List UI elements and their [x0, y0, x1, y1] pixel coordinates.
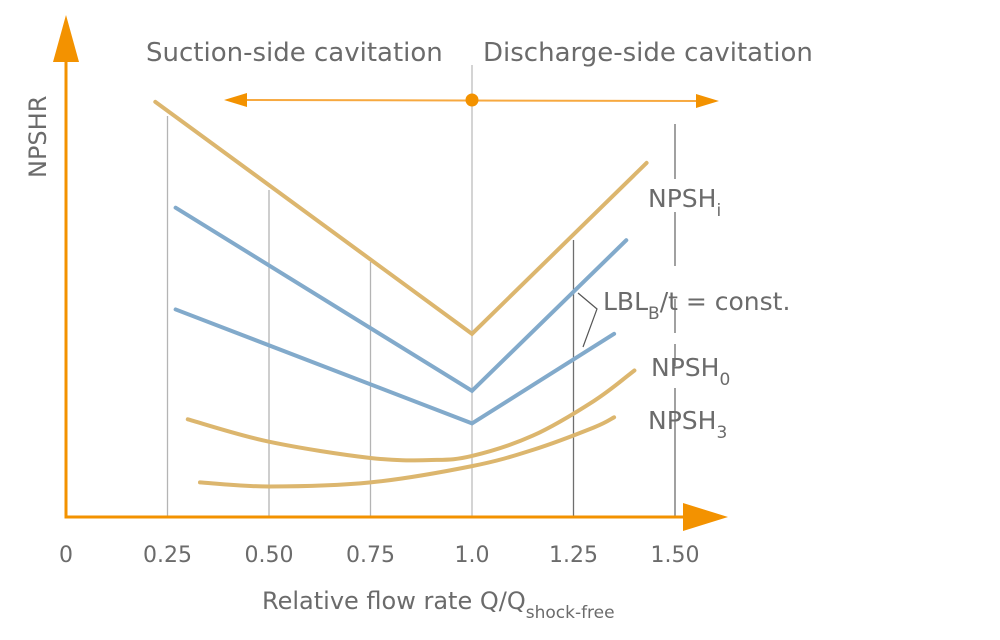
axes [53, 15, 728, 531]
x-tick-label-2: 0.50 [245, 543, 294, 568]
npsh-i-label: NPSHi [648, 184, 721, 221]
npsh-i-label-main: NPSH [648, 184, 716, 213]
lbl-const-label-suffix: /t = const. [660, 287, 791, 316]
left-arrow-icon [224, 93, 247, 107]
x-tick-label-3: 0.75 [346, 543, 395, 568]
discharge-side-label: Discharge-side cavitation [483, 38, 813, 68]
npsh-0-label: NPSH0 [651, 353, 730, 390]
series-line-3 [185, 368, 637, 463]
npsh-3-label-subscript: 3 [716, 423, 727, 443]
grid-lines [166, 65, 676, 517]
x-tick-label-1: 0.25 [143, 543, 192, 568]
cavitation-region-indicator [224, 93, 719, 108]
series-line-4 [197, 415, 617, 489]
npsh-0-label-main: NPSH [651, 353, 719, 382]
lbl-const-label-main: LBL [603, 287, 648, 316]
lbl-const-bracket [577, 292, 598, 348]
series-lines [153, 99, 649, 489]
series-line-1 [173, 205, 629, 394]
right-arrow-icon [696, 94, 719, 108]
y-axis-label: NPSHR [24, 96, 52, 178]
x-tick-label-0: 0 [59, 543, 73, 568]
x-tick-label-6: 1.50 [651, 543, 700, 568]
optimum-point-marker [465, 93, 479, 107]
x-tick-label-4: 1.0 [455, 543, 490, 568]
npsh-i-label-subscript: i [716, 201, 721, 221]
npsh-3-label-main: NPSH [648, 406, 716, 435]
x-axis-label: Relative flow rate Q/Qshock-free [262, 587, 615, 623]
series-line-2 [173, 307, 617, 426]
lbl-const-label: LBLB/t = const. [603, 287, 790, 324]
x-axis-label-main: Relative flow rate Q/Q [262, 587, 526, 615]
y-axis-arrow-icon [53, 15, 79, 62]
x-axis-label-subscript: shock-free [526, 603, 615, 623]
npsh-0-label-subscript: 0 [719, 370, 730, 390]
lbl-const-label-subscript: B [648, 304, 660, 324]
suction-side-label: Suction-side cavitation [146, 38, 443, 68]
x-axis-arrow-icon [683, 503, 728, 531]
series-line-0 [153, 99, 649, 337]
x-tick-label-5: 1.25 [549, 543, 598, 568]
npsh-3-label: NPSH3 [648, 406, 727, 443]
x-tick-labels: 0 0.25 0.50 0.75 1.0 1.25 1.50 [59, 543, 699, 568]
